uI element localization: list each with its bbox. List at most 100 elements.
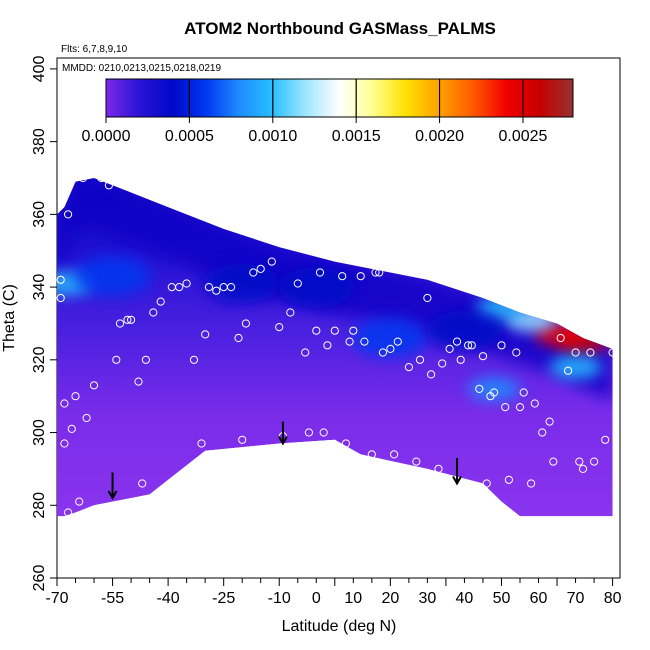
sample-point <box>323 341 332 350</box>
x-tick-label: 70 <box>567 590 585 607</box>
sample-point <box>545 417 554 426</box>
flight-arrow-head <box>278 435 288 446</box>
y-tick-label: 320 <box>31 346 48 373</box>
x-tick-label: -70 <box>45 590 68 607</box>
sample-point <box>175 283 184 292</box>
sample-point <box>530 399 539 408</box>
sample-point <box>482 479 491 488</box>
x-tick-label: 20 <box>381 590 399 607</box>
sample-point <box>138 479 147 488</box>
flights-label: Flts: 6,7,8,9,10 <box>61 44 128 55</box>
sample-point <box>82 413 91 423</box>
x-tick-label: 60 <box>530 590 548 607</box>
sample-point <box>371 268 380 277</box>
sample-point <box>204 283 213 292</box>
x-tick-label: 50 <box>493 590 511 607</box>
sample-point <box>360 337 369 346</box>
colorbar-tick-label: 0.0005 <box>165 128 214 145</box>
sample-point <box>438 359 447 368</box>
sample-point <box>227 283 236 292</box>
x-tick-label: 0 <box>312 590 321 607</box>
sample-point <box>590 457 599 466</box>
sample-point <box>475 384 484 393</box>
sample-point <box>64 210 73 219</box>
sample-point <box>56 275 65 284</box>
sample-point <box>234 333 243 343</box>
sample-point <box>564 366 573 375</box>
field-feature <box>204 263 281 304</box>
sample-point <box>393 337 402 346</box>
sample-point <box>249 268 258 277</box>
x-tick-label: 10 <box>344 590 362 607</box>
flight-arrow-head <box>107 490 118 501</box>
sample-point <box>349 326 358 335</box>
field-feature <box>352 318 429 358</box>
sample-point <box>504 475 513 484</box>
colorbar-tick-label: 0.0000 <box>82 128 131 145</box>
x-tick-label: -55 <box>101 590 124 607</box>
sample-point <box>293 279 302 288</box>
flight-arrow-head <box>452 475 462 486</box>
sample-point <box>445 344 454 353</box>
y-axis-label: Theta (C) <box>1 284 18 352</box>
y-axis: 260 280 300 320 340 360 380 400 <box>31 55 57 591</box>
flight-arrow <box>107 472 118 501</box>
sample-point <box>89 381 99 390</box>
sample-point <box>375 268 384 277</box>
sample-point <box>304 428 313 437</box>
sample-point <box>182 279 191 288</box>
sample-point <box>501 403 510 412</box>
sample-point <box>404 363 413 372</box>
sample-point <box>452 337 462 346</box>
dates-label: MMDD: 0210,0213,0215,0218,0219 <box>62 63 221 74</box>
sample-point <box>67 424 76 433</box>
sample-point <box>378 348 387 357</box>
sample-point <box>312 326 321 335</box>
y-tick-label: 400 <box>31 55 48 82</box>
field-feature <box>549 355 602 380</box>
sample-point <box>412 457 421 466</box>
sample-point <box>134 377 143 386</box>
sample-point <box>456 355 465 364</box>
sample-point <box>330 326 339 335</box>
sample-point <box>301 348 310 357</box>
sample-point <box>256 264 265 273</box>
sample-point <box>415 355 425 364</box>
sample-point <box>515 403 525 412</box>
sample-point <box>123 315 132 324</box>
x-axis: -70 -55 -40 -25 -10 0 10 20 30 40 50 60 70 80 <box>45 578 622 607</box>
flight-arrow <box>452 458 462 486</box>
x-tick-label: 30 <box>418 590 436 607</box>
sample-point <box>423 293 432 303</box>
x-axis-label: Latitude (deg N) <box>282 618 397 635</box>
x-tick-label: -40 <box>157 590 180 607</box>
x-tick-label: -10 <box>268 590 291 607</box>
sample-point <box>267 257 276 266</box>
sample-point <box>478 352 488 361</box>
y-tick-label: 260 <box>31 565 48 592</box>
sample-point <box>141 355 150 364</box>
sample-point <box>197 439 206 448</box>
sample-point <box>149 308 158 317</box>
sample-point <box>464 341 473 350</box>
sample-point <box>386 344 395 353</box>
sample-point <box>241 319 250 328</box>
sample-point <box>212 286 221 295</box>
colorbar-gradient <box>105 78 574 118</box>
x-tick-label: 40 <box>456 590 474 607</box>
y-tick-label: 360 <box>31 201 48 228</box>
sample-point <box>441 264 450 273</box>
sample-point <box>238 435 247 444</box>
colorbar-tick-label: 0.0015 <box>332 128 381 145</box>
y-tick-label: 340 <box>31 274 48 301</box>
sample-point <box>519 388 528 397</box>
sample-point <box>112 355 121 364</box>
sample-point <box>527 479 536 488</box>
sample-point <box>275 323 284 332</box>
sample-point <box>367 450 376 459</box>
sample-point <box>549 457 558 466</box>
sample-point <box>401 257 410 266</box>
sample-point <box>538 428 547 437</box>
sample-point <box>60 439 69 448</box>
